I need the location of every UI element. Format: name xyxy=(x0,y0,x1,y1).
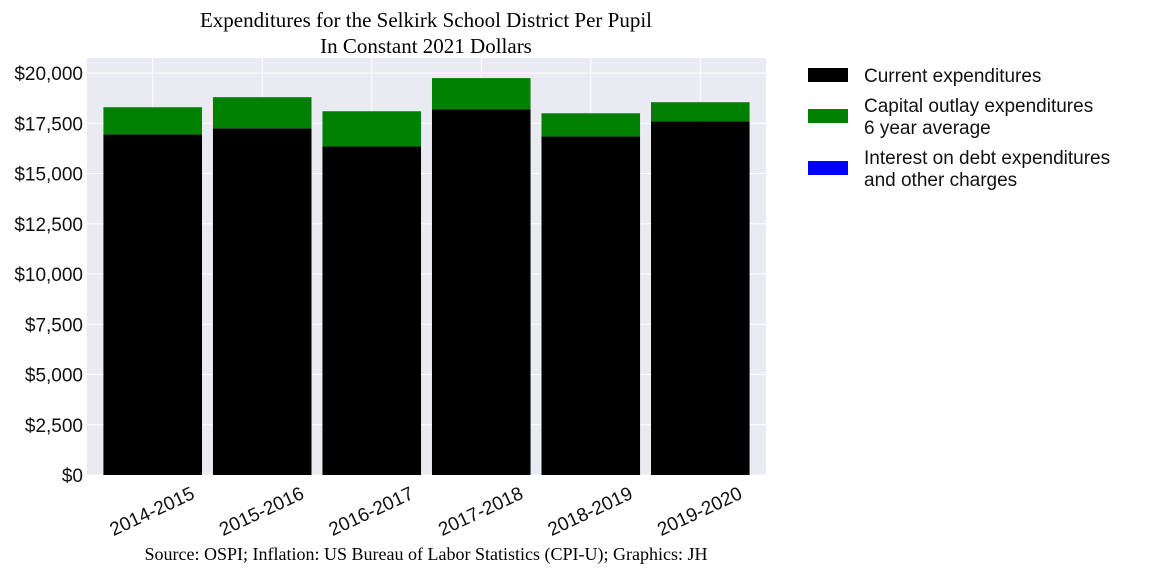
legend-label-interest: and other charges xyxy=(864,170,1017,191)
y-tick-label: $7,500 xyxy=(25,315,83,336)
y-tick-label: $12,500 xyxy=(14,215,83,236)
chart-title: Expenditures for the Selkirk School Dist… xyxy=(200,8,652,32)
x-tick-label: 2019-2020 xyxy=(654,483,745,540)
chart-subtitle: In Constant 2021 Dollars xyxy=(320,34,532,58)
y-axis: $0 $2,500 $5,000 $7,500 $10,000 $12,500 $15,00… xyxy=(14,64,83,487)
y-tick-label: $2,500 xyxy=(25,416,83,437)
bar-segment-capital xyxy=(651,102,750,122)
legend-swatch-current xyxy=(808,68,848,82)
legend-label-interest: Interest on debt expenditures xyxy=(864,148,1110,169)
bar-segment-current xyxy=(103,134,202,475)
legend-swatch-capital xyxy=(808,109,848,123)
x-axis: 2014-2015 2015-2016 2016-2017 2017-2018 2018… xyxy=(107,483,746,540)
bar-segment-current xyxy=(322,146,422,475)
bar-segment-capital xyxy=(541,113,641,137)
y-tick-label: $10,000 xyxy=(14,265,83,286)
bar-segment-current xyxy=(431,109,531,475)
legend-label-current: Current expenditures xyxy=(864,66,1041,87)
x-tick-label: 2017-2018 xyxy=(435,483,526,540)
x-tick-label: 2018-2019 xyxy=(545,483,636,540)
bar-segment-current xyxy=(212,128,312,476)
bar-segment-capital xyxy=(322,111,422,147)
legend-label-capital: 6 year average xyxy=(864,118,991,139)
bars xyxy=(103,78,750,476)
y-tick-label: $0 xyxy=(62,466,83,487)
y-tick-label: $17,500 xyxy=(14,114,83,135)
source-note: Source: OSPI; Inflation: US Bureau of La… xyxy=(145,544,708,565)
y-tick-label: $5,000 xyxy=(25,366,83,387)
bar-segment-capital xyxy=(212,97,312,129)
x-tick-label: 2015-2016 xyxy=(216,483,307,540)
legend: Current expenditures Capital outlay expen… xyxy=(808,66,1110,191)
legend-swatch-interest xyxy=(808,161,848,175)
y-tick-label: $15,000 xyxy=(14,165,83,186)
legend-label-capital: Capital outlay expenditures xyxy=(864,96,1093,117)
bar-segment-current xyxy=(651,121,750,475)
x-tick-label: 2016-2017 xyxy=(326,483,417,540)
y-tick-label: $20,000 xyxy=(14,64,83,85)
bar-segment-current xyxy=(541,136,641,475)
bar-segment-capital xyxy=(103,107,202,135)
bar-segment-capital xyxy=(431,78,531,110)
x-tick-label: 2014-2015 xyxy=(107,483,198,540)
